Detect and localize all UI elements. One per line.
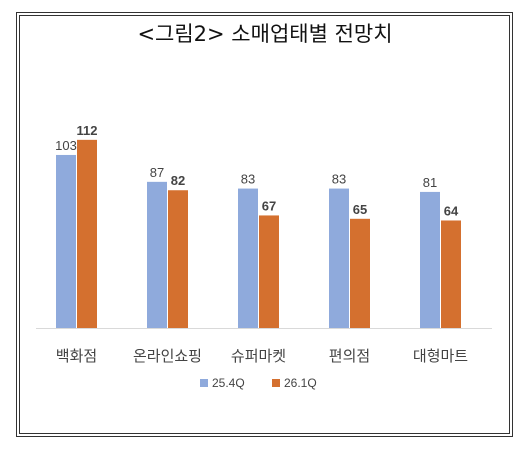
figure-frame [16,12,513,437]
category-label-3: 슈퍼마켓 [231,347,286,365]
bar-254Q-3 [238,188,258,328]
data-label-254Q-1: 103 [55,138,77,153]
bar-254Q-5 [420,191,440,328]
category-label-2: 온라인쇼핑 [133,347,202,365]
bar-261Q-1 [77,139,97,328]
data-label-261Q-3: 67 [262,198,276,213]
bar-261Q-2 [168,190,188,328]
data-label-254Q-5: 81 [423,175,437,190]
legend-swatch-1 [200,379,208,387]
category-label-4: 편의점 [329,347,370,365]
bar-254Q-1 [56,154,76,328]
data-label-261Q-1: 112 [77,123,98,138]
legend-swatch-2 [272,379,280,387]
category-label-5: 대형마트 [413,347,468,365]
bar-261Q-3 [259,215,279,328]
data-label-261Q-5: 64 [444,203,459,218]
data-label-254Q-3: 83 [241,172,255,187]
data-label-254Q-2: 87 [150,165,164,180]
data-label-261Q-4: 65 [353,202,367,217]
figure-inner-frame [19,15,510,434]
data-label-254Q-4: 83 [332,172,346,187]
legend-label-2: 26.1Q [284,376,317,390]
category-label-1: 백화점 [56,347,97,365]
bar-261Q-5 [441,220,461,328]
data-label-261Q-2: 82 [171,173,185,188]
bar-254Q-4 [329,188,349,328]
legend-label-1: 25.4Q [212,376,245,390]
bar-261Q-4 [350,218,370,328]
bar-254Q-2 [147,181,167,328]
chart-title: <그림2> 소매업태별 전망치 [137,22,393,46]
